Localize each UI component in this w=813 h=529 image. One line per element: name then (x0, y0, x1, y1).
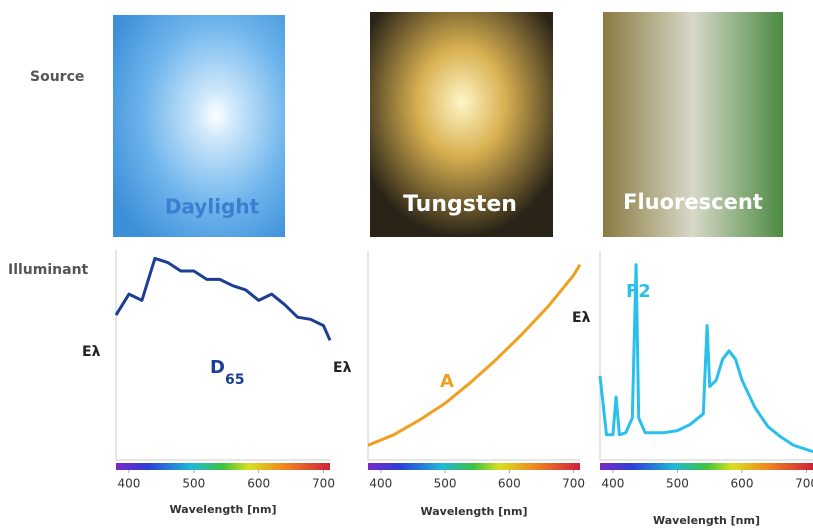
annotation: F2 (626, 281, 651, 302)
y-axis-label: Eλ (333, 360, 352, 376)
x-tick-label: 500 (434, 477, 457, 491)
x-tick-label: 600 (498, 477, 521, 491)
x-tick-label: 400 (118, 477, 141, 491)
figure: Source Illuminant Daylight Tungsten Fluo… (0, 0, 813, 529)
x-axis-label: Wavelength [nm] (653, 514, 760, 527)
row-label: Illuminant (8, 262, 89, 278)
x-tick-label: 700 (795, 477, 813, 491)
x-tick-label: 500 (182, 477, 205, 491)
annotation-main: A (440, 371, 454, 392)
x-tick-label: 500 (666, 477, 689, 491)
spectrum-bar (116, 463, 330, 470)
annotation-sub: 65 (225, 372, 244, 388)
x-tick-label: 700 (312, 477, 335, 491)
x-tick-label: 700 (562, 477, 585, 491)
x-tick-label: 400 (369, 477, 392, 491)
annotation: A (440, 371, 454, 392)
x-tick-label: 600 (247, 477, 270, 491)
annotation: D65 (210, 357, 244, 388)
source-label: Tungsten (403, 192, 517, 217)
annotation-main: F2 (626, 281, 651, 302)
x-axis-label: Wavelength [nm] (421, 505, 528, 518)
x-tick-label: 400 (601, 477, 624, 491)
spectrum-bar (600, 463, 813, 470)
y-axis-label: Eλ (82, 344, 101, 360)
line (116, 258, 330, 340)
annotation-main: D (210, 357, 225, 378)
y-axis-label: Eλ (572, 310, 591, 326)
row-label: Source (30, 69, 84, 85)
spectrum-bar (368, 463, 580, 470)
x-tick-label: 600 (731, 477, 754, 491)
source-label: Daylight (165, 195, 260, 219)
source-label: Fluorescent (623, 190, 763, 214)
line (368, 265, 580, 446)
x-axis-label: Wavelength [nm] (170, 503, 277, 516)
